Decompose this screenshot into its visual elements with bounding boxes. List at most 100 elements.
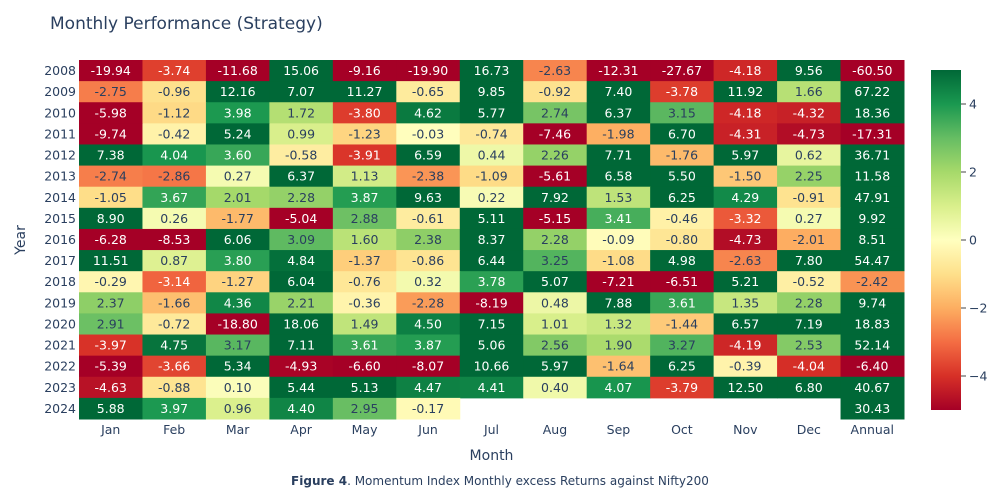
heatmap-cell	[840, 355, 905, 378]
heatmap-cell	[459, 165, 524, 188]
row-label: 2011	[44, 126, 76, 141]
cell-value-label: -4.63	[95, 380, 127, 395]
heatmap-cell	[332, 102, 397, 124]
cell-value-label: -3.91	[348, 148, 380, 163]
cell-value-label: 9.92	[858, 211, 886, 226]
cell-value-label: -0.76	[348, 274, 380, 289]
cell-value-label: -0.03	[412, 126, 444, 141]
cell-value-label: 5.88	[97, 401, 125, 416]
heatmap-cell	[332, 334, 397, 357]
cell-value-label: -0.09	[602, 232, 634, 247]
heatmap-cell	[79, 250, 143, 272]
cell-value-label: -3.14	[158, 274, 190, 289]
heatmap-cell	[396, 207, 461, 230]
heatmap-cell	[650, 81, 715, 103]
column-label: Apr	[290, 422, 312, 437]
cell-value-label: 7.88	[605, 295, 633, 310]
cell-value-label: 4.47	[414, 380, 442, 395]
cell-value-label: -6.51	[666, 274, 698, 289]
heatmap-cell	[79, 81, 143, 103]
cell-value-label: -3.78	[666, 84, 698, 99]
column-label: Oct	[671, 422, 693, 437]
cell-value-label: -8.07	[412, 359, 444, 374]
cell-value-label: 16.73	[474, 63, 510, 78]
cell-value-label: -3.32	[729, 211, 761, 226]
heatmap-cell	[777, 250, 842, 272]
heatmap-cell	[205, 355, 270, 378]
cell-value-label: 5.06	[478, 338, 506, 353]
heatmap-cell	[269, 271, 334, 293]
heatmap-cell	[205, 186, 270, 209]
cell-value-label: -1.77	[221, 211, 253, 226]
cell-value-label: -9.74	[95, 126, 127, 141]
cell-value-label: 6.58	[605, 169, 633, 184]
heatmap-cell	[713, 207, 778, 230]
cell-value-label: 2.95	[351, 401, 379, 416]
heatmap-cell	[586, 250, 651, 272]
cell-value-label: 67.22	[854, 84, 890, 99]
heatmap-cell	[777, 81, 842, 103]
cell-value-label: -1.27	[221, 274, 253, 289]
cell-value-label: 3.25	[541, 253, 569, 268]
heatmap-cell	[79, 186, 143, 209]
cell-value-label: 1.90	[605, 338, 633, 353]
cell-value-label: -3.97	[95, 338, 127, 353]
cell-value-label: 7.40	[605, 84, 633, 99]
heatmap-cell	[650, 250, 715, 272]
cell-value-label: 6.57	[731, 316, 759, 331]
heatmap-cell	[586, 355, 651, 378]
heatmap-cell	[586, 165, 651, 188]
heatmap-cell	[142, 271, 207, 293]
heatmap-cell	[650, 376, 715, 399]
cell-value-label: 1.32	[605, 316, 633, 331]
cell-value-label: -0.86	[412, 253, 444, 268]
heatmap-cell	[713, 102, 778, 124]
cell-value-label: 4.07	[605, 380, 633, 395]
heatmap-cell	[840, 228, 905, 251]
cell-value-label: 6.80	[795, 380, 823, 395]
heatmap-cell	[523, 81, 588, 103]
heatmap-cell	[713, 165, 778, 188]
cell-value-label: 5.11	[478, 211, 506, 226]
heatmap-cell	[523, 313, 588, 336]
heatmap-cell	[459, 271, 524, 293]
cell-value-label: -0.17	[412, 401, 444, 416]
heatmap-cell	[79, 355, 143, 378]
heatmap-cell	[650, 144, 715, 167]
cell-value-label: -1.12	[158, 105, 190, 120]
cell-value-label: -11.68	[218, 63, 258, 78]
cell-value-label: -2.74	[95, 169, 127, 184]
heatmap-cell	[777, 60, 842, 82]
row-label: 2017	[44, 253, 76, 268]
heatmap-cell	[523, 250, 588, 272]
cell-value-label: -60.50	[852, 63, 892, 78]
heatmap-cell	[79, 60, 143, 82]
column-label: Jan	[100, 422, 120, 437]
cell-value-label: 0.99	[287, 126, 315, 141]
heatmap-cell	[840, 250, 905, 272]
cell-value-label: 40.67	[854, 380, 890, 395]
cell-value-label: -0.58	[285, 148, 317, 163]
cell-value-label: 9.74	[858, 295, 886, 310]
cell-value-label: 0.26	[160, 211, 188, 226]
cell-value-label: -0.80	[666, 232, 698, 247]
cell-value-label: 4.98	[668, 253, 696, 268]
cell-value-label: 2.53	[795, 338, 823, 353]
cell-value-label: -2.63	[729, 253, 761, 268]
heatmap-cell	[205, 123, 270, 145]
cell-value-label: 1.72	[287, 105, 315, 120]
heatmap-cell	[840, 165, 905, 188]
cell-value-label: 9.63	[414, 190, 442, 205]
heatmap-cell	[269, 207, 334, 230]
cell-value-label: -18.80	[218, 316, 258, 331]
heatmap-cell	[777, 144, 842, 167]
heatmap-cell	[586, 144, 651, 167]
cell-value-label: 2.01	[224, 190, 252, 205]
heatmap-cell	[269, 102, 334, 124]
cell-value-label: -3.66	[158, 359, 190, 374]
cell-value-label: 2.21	[287, 295, 315, 310]
cell-value-label: -8.53	[158, 232, 190, 247]
cell-value-label: -3.79	[666, 380, 698, 395]
cell-value-label: 4.84	[287, 253, 315, 268]
heatmap-cell	[777, 292, 842, 314]
